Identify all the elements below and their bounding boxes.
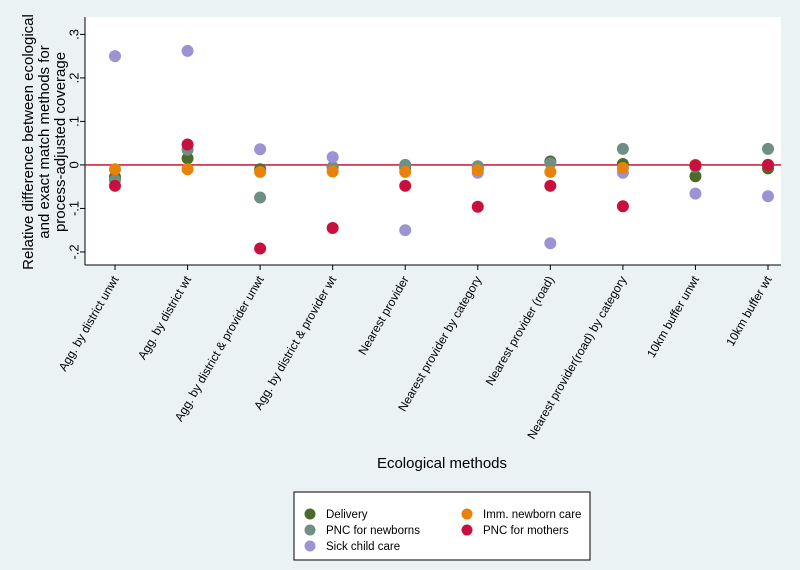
point-imm-newborn-care <box>181 163 194 176</box>
y-tick-label: .2 <box>67 72 82 83</box>
point-imm-newborn-care <box>399 165 412 178</box>
point-sick-child-care <box>399 224 412 237</box>
point-sick-child-care <box>181 44 194 57</box>
legend-marker-sick-child-care <box>304 540 316 552</box>
point-sick-child-care <box>762 190 774 203</box>
point-pnc-for-newborns <box>254 191 267 204</box>
point-imm-newborn-care <box>109 163 121 176</box>
point-pnc-for-mothers <box>762 158 774 171</box>
point-pnc-for-mothers <box>471 200 484 213</box>
point-sick-child-care <box>254 143 267 156</box>
data-points <box>109 44 774 255</box>
y-tick-label: -.1 <box>67 201 82 216</box>
point-pnc-for-newborns <box>616 142 629 155</box>
y-tick-label: .3 <box>67 29 82 40</box>
y-axis-title-line-3: process-adjusted coverage <box>52 52 69 232</box>
point-sick-child-care <box>544 237 557 250</box>
y-tick-label: .1 <box>67 116 82 127</box>
legend-marker-pnc-for-newborns <box>304 524 316 536</box>
point-sick-child-care <box>689 187 702 200</box>
point-imm-newborn-care <box>326 165 339 178</box>
legend-box <box>293 491 591 561</box>
legend-marker-pnc-for-mothers <box>461 524 473 536</box>
point-pnc-for-mothers <box>616 200 629 213</box>
point-pnc-for-mothers <box>399 179 412 192</box>
point-pnc-for-newborns <box>544 157 557 170</box>
legend-marker-delivery <box>304 508 316 520</box>
point-pnc-for-mothers <box>181 138 194 151</box>
point-imm-newborn-care <box>254 165 267 178</box>
legend: Delivery PNC for newborns Sick child care I… <box>293 491 591 561</box>
y-axis-title-line-2: and exact match methods for <box>36 45 53 238</box>
y-tick-label: -.2 <box>67 244 82 259</box>
plot-area <box>85 17 781 265</box>
point-delivery <box>181 152 194 165</box>
point-pnc-for-mothers <box>254 242 267 255</box>
legend-label-sick-child-care: Sick child care <box>326 541 400 553</box>
point-imm-newborn-care <box>471 164 484 177</box>
legend-label-delivery: Delivery <box>326 509 368 521</box>
point-pnc-for-mothers <box>326 222 339 235</box>
point-imm-newborn-care <box>544 165 557 178</box>
y-tick-label: 0 <box>67 161 82 168</box>
point-imm-newborn-care <box>616 161 629 174</box>
point-sick-child-care <box>326 151 339 164</box>
point-pnc-for-mothers <box>544 179 557 192</box>
point-sick-child-care <box>109 50 121 63</box>
legend-label-pnc-for-mothers: PNC for mothers <box>483 525 569 537</box>
point-pnc-for-mothers <box>109 179 121 192</box>
y-axis-title-line-1: Relative difference between ecological <box>20 14 37 270</box>
x-axis-title: Ecological methods <box>377 455 507 472</box>
point-pnc-for-mothers <box>689 159 702 172</box>
y-axis-title: Relative difference between ecological a… <box>20 14 69 270</box>
point-pnc-for-newborns <box>762 142 774 155</box>
point-delivery <box>689 170 702 183</box>
legend-marker-imm-newborn-care <box>461 508 473 520</box>
legend-label-imm-newborn-care: Imm. newborn care <box>483 509 581 521</box>
legend-label-pnc-for-newborns: PNC for newborns <box>326 525 420 537</box>
y-axis: -.2 -.1 0 .1 .2 .3 <box>67 17 86 265</box>
